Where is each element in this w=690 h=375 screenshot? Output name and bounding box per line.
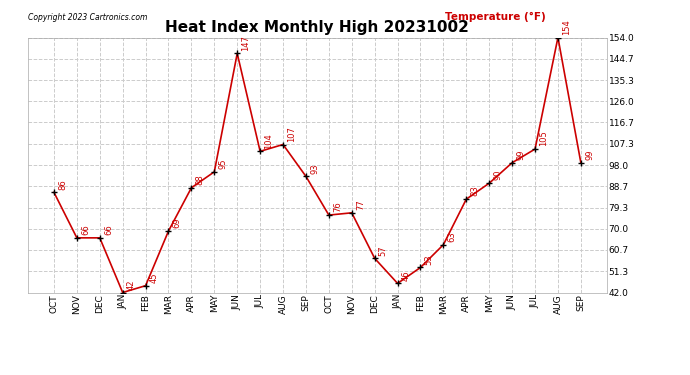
Text: 90: 90 xyxy=(493,170,502,180)
Text: 76: 76 xyxy=(333,201,342,212)
Text: 95: 95 xyxy=(219,159,228,169)
Text: 63: 63 xyxy=(448,231,457,242)
Text: 57: 57 xyxy=(379,245,388,256)
Text: 83: 83 xyxy=(471,186,480,196)
Text: 77: 77 xyxy=(356,199,365,210)
Text: 42: 42 xyxy=(127,279,136,290)
Text: 53: 53 xyxy=(424,254,433,265)
Text: 46: 46 xyxy=(402,270,411,280)
Text: 105: 105 xyxy=(539,130,548,146)
Text: 99: 99 xyxy=(585,150,594,160)
Text: 88: 88 xyxy=(195,174,204,185)
Text: 107: 107 xyxy=(287,126,296,142)
Text: 154: 154 xyxy=(562,19,571,35)
Text: 147: 147 xyxy=(241,35,250,51)
Text: Copyright 2023 Cartronics.com: Copyright 2023 Cartronics.com xyxy=(28,13,147,22)
Text: 86: 86 xyxy=(58,179,67,189)
Text: 66: 66 xyxy=(81,224,90,235)
Text: 66: 66 xyxy=(104,224,113,235)
Text: Temperature (°F): Temperature (°F) xyxy=(445,12,546,22)
Text: 99: 99 xyxy=(516,150,525,160)
Title: Heat Index Monthly High 20231002: Heat Index Monthly High 20231002 xyxy=(166,20,469,35)
Text: 104: 104 xyxy=(264,133,273,148)
Text: 69: 69 xyxy=(172,217,181,228)
Text: 93: 93 xyxy=(310,163,319,174)
Text: 45: 45 xyxy=(150,272,159,283)
